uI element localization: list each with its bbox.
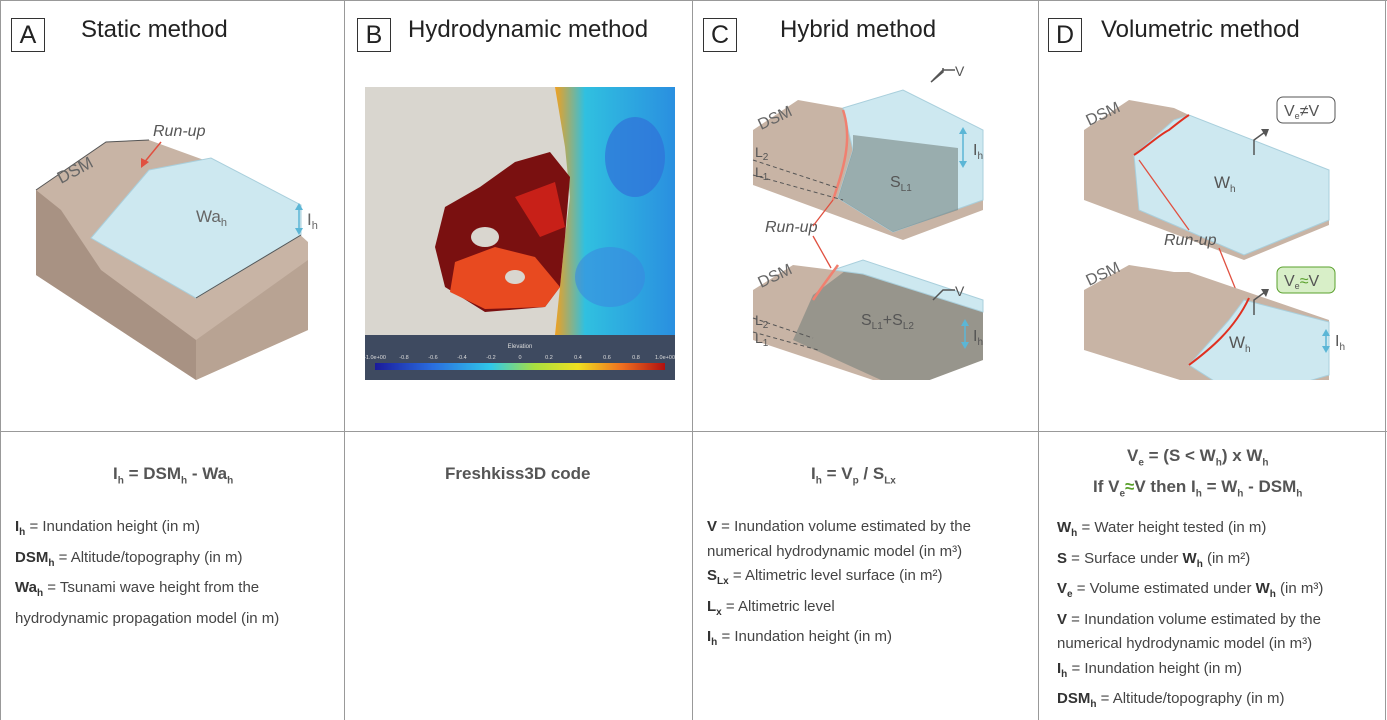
def-row: Wh = Water height tested (in m) [1057,519,1267,539]
colorbar-tick-label: -0.4 [457,355,466,361]
def-row: numerical hydrodynamic model (in m³) [1057,635,1313,652]
def-row: Ih = Inundation height (in m) [15,518,200,538]
colorbar-tick-label: -1.0e+00 [365,355,386,361]
colorbar-tick-label: -0.2 [486,355,495,361]
colorbar [375,363,665,370]
static-definitions: Ih = Inundation height (in m) DSMh = Alt… [15,515,279,631]
panel-static-method: A Static method DSM Run-up Wah Ih Ih = D… [0,0,345,720]
hybrid-method-diagram: DSM L2 L1 SL1 V Ih Run-up DSM L2 L1 SL1+… [752,63,984,380]
runup-label: Run-up [153,123,206,140]
colorbar-tick-label: 0 [518,355,521,361]
volumetric-method-diagram: DSM Wh Ve≠V Run-up DSM Wh Ve≈V Ih [1084,96,1345,380]
ve-approx-v-text: Ve≈V [1284,273,1319,291]
colorbar-ticks: -1.0e+00 -0.8 -0.6 -0.4 -0.2 0 0.2 0.4 0.6 0.8 1.0… [365,355,675,361]
ve-neq-v-badge [1276,96,1336,124]
def-row: Lx = Altimetric level [707,597,835,618]
def-row: DSMh = Altitude/topography (in m) [15,548,243,569]
panel-letter: A [11,18,45,52]
volumetric-formula-2: If Ve≈V then Ih = Wh - DSMh [1093,477,1303,500]
volumetric-definitions: Wh = Water height tested (in m) S = Surf… [1057,516,1323,718]
def-row: V = Inundation volume estimated by the [707,518,971,535]
colorbar-title: Elevation [508,344,533,350]
def-row: S = Surface under Wh (in m²) [1057,549,1251,570]
runup-label: Run-up [765,219,818,236]
hybrid-formula: Ih = Vp / SLx [811,464,896,487]
panel-title: Volumetric method [1101,16,1300,43]
ih-label: Ih [973,142,983,162]
v-label-2: V [955,283,965,299]
ve-neq-v-text: Ve≠V [1284,103,1319,121]
ih-label: Ih [1335,333,1345,353]
runup-label: Run-up [1164,232,1217,249]
colorbar-tick-label: 1.0e+00 [655,355,675,361]
l2-label-2: L2 [755,312,769,331]
def-row: hydrodynamic propagation model (in m) [15,609,280,627]
colorbar-tick-label: 0.2 [545,355,553,361]
l1-label-2: L1 [755,330,769,349]
def-row: numerical hydrodynamic model (in m³) [707,542,963,560]
panel-letter: C [703,18,737,52]
wa-label: Wah [196,207,227,229]
panel-title: Hydrodynamic method [408,16,649,43]
panel-volumetric-method: D Volumetric method DSM Wh Ve≠V Run-up D… [1039,0,1386,720]
panel-letter: B [357,18,391,52]
l2-label: L2 [755,144,769,163]
static-method-diagram: DSM Run-up Wah Ih [35,123,318,380]
panel-title: Static method [81,16,228,43]
colorbar-tick-label: -0.6 [428,355,437,361]
hydrodynamic-code-label: Freshkiss3D code [445,464,591,483]
panel-title: Hybrid method [780,16,937,43]
panel-hydrodynamic-method: B Hydrodynamic method [345,0,693,720]
simulation-map: Elevation -1.0e+00 -0.8 -0.6 -0.4 -0.2 0 0.2 0.… [365,87,675,380]
panel-hybrid-method: C Hybrid method DSM L2 L1 SL1 V Ih Run-u… [693,0,1039,720]
panel-letter: D [1048,18,1082,52]
colorbar-tick-label: 0.8 [632,355,640,361]
hybrid-definitions: V = Inundation volume estimated by the n… [707,515,971,656]
def-row: SLx = Altimetric level surface (in m²) [707,567,943,587]
def-row: Wah = Tsunami wave height from the [15,579,260,599]
colorbar-tick-label: -0.8 [399,355,408,361]
def-row: Ve = Volume estimated under Wh (in m³) [1057,580,1324,600]
colorbar-tick-label: 0.4 [574,355,582,361]
wh-label-2: Wh [1229,333,1251,355]
def-row: DSMh = Altitude/topography (in m) [1057,690,1285,710]
wh-label: Wh [1214,173,1236,195]
sl1-sl2-label: SL1+SL2 [861,312,914,332]
l1-label: L1 [755,164,769,183]
sl1-label: SL1 [890,174,912,194]
ve-approx-v-badge [1276,266,1336,294]
def-row: Ih = Inundation height (in m) [1057,659,1242,680]
static-formula: Ih = DSMh - Wah [113,464,234,487]
v-label: V [955,63,965,79]
def-row: Ih = Inundation height (in m) [707,628,892,648]
runup-arrow [142,141,162,165]
ih-label: Ih [307,210,318,232]
colorbar-tick-label: 0.6 [603,355,611,361]
def-row: V = Inundation volume estimated by the [1057,610,1321,628]
volumetric-formula-1: Ve = (S < Wh) x Wh [1127,446,1269,469]
ih-label-2: Ih [973,328,983,348]
